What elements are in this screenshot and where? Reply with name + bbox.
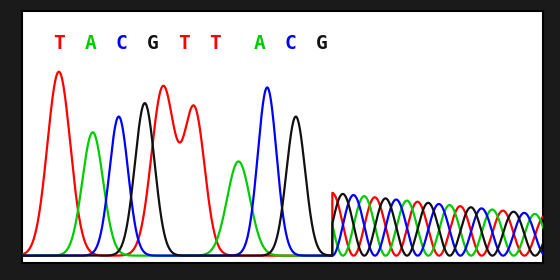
Text: C: C <box>284 34 296 53</box>
Text: G: G <box>147 34 158 53</box>
Text: A: A <box>84 34 96 53</box>
Text: T: T <box>53 34 65 53</box>
Text: T: T <box>209 34 221 53</box>
Text: C: C <box>115 34 127 53</box>
Text: A: A <box>254 34 265 53</box>
Text: G: G <box>316 34 328 53</box>
Text: T: T <box>178 34 190 53</box>
